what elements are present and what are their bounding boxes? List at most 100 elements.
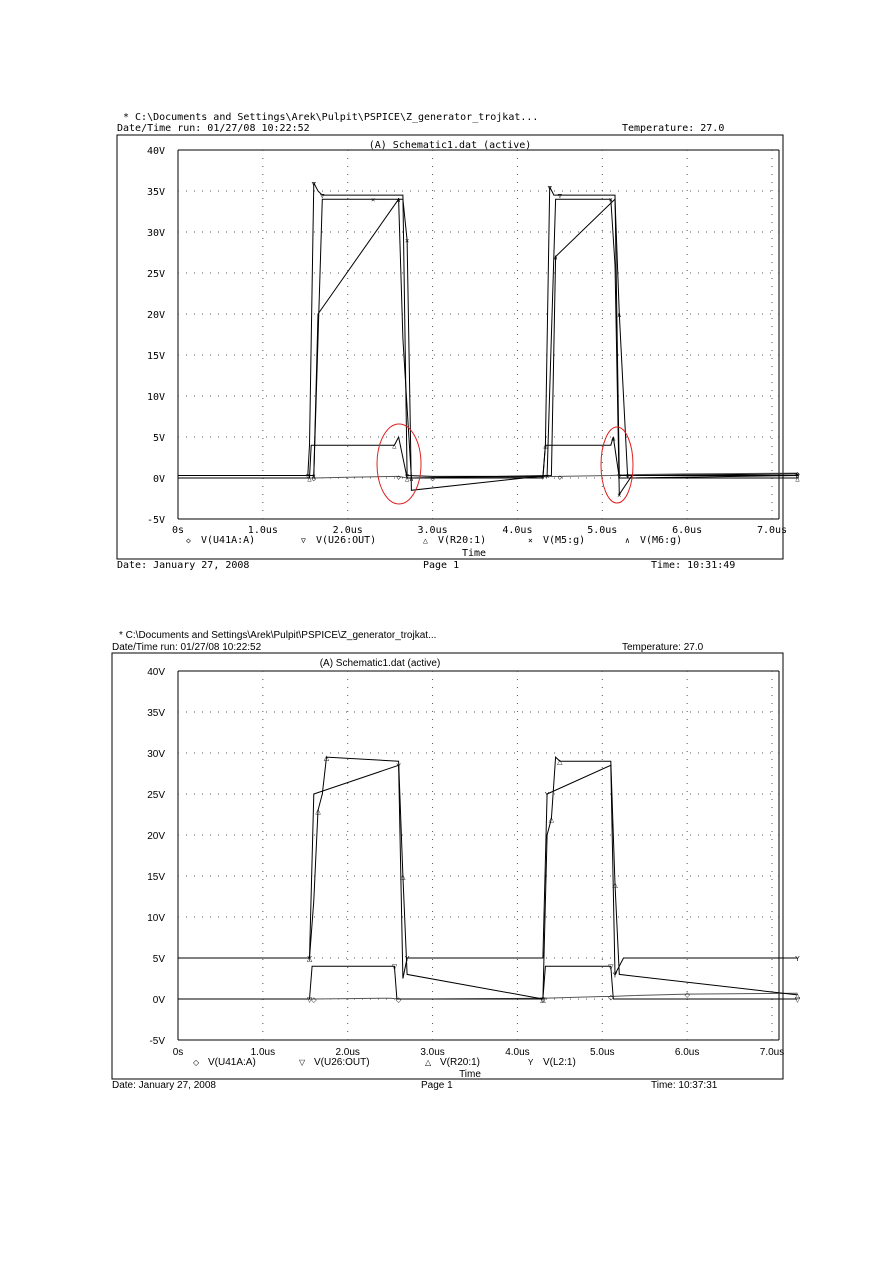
series-group: ◇ ◇ ◇ ◇ ◇ ◇▽▽▽▽ ▽▽▽▽ ▽△△△△△△×××××××∧∧∧∧∧∧ — [178, 180, 800, 499]
y-tick-label: -5V — [147, 515, 165, 526]
series-marker: △ — [392, 442, 397, 450]
series-marker: ▽ — [320, 192, 325, 200]
y-tick-label: 20V — [147, 831, 165, 842]
legend-label: V(M5:g) — [543, 535, 585, 546]
series-marker: ◇ — [795, 470, 800, 478]
series-marker: ∧ — [617, 311, 621, 319]
highlight-circle-1 — [376, 423, 422, 505]
legend-label: V(R20:1) — [438, 535, 486, 546]
temperature: Temperature: 27.0 — [622, 642, 704, 653]
x-tick-label: 7.0us — [760, 1047, 784, 1058]
y-tick-label: 15V — [147, 351, 165, 362]
x-tick-label: 2.0us — [335, 1047, 359, 1058]
series-marker: △ — [400, 874, 406, 881]
y-tick-label: 25V — [147, 790, 165, 801]
series-marker: ▽ — [617, 473, 622, 481]
run-datetime: Date/Time run: 01/27/08 10:22:52 — [117, 123, 310, 134]
series-line-3 — [178, 435, 798, 479]
series-marker: △ — [307, 475, 312, 483]
series-marker: ▽ — [306, 473, 311, 481]
legend-marker: ▽ — [301, 536, 306, 545]
legend-marker: ◇ — [193, 1058, 200, 1067]
x-tick-label: 1.0us — [248, 525, 278, 536]
series-marker: ◇ — [684, 992, 690, 999]
series-marker: △ — [557, 759, 563, 766]
y-tick-label: 5V — [153, 433, 165, 444]
series-marker: ▽ — [795, 997, 801, 1004]
series-marker: △ — [540, 997, 546, 1004]
series-marker: × — [371, 196, 375, 204]
page-number: Page 1 — [423, 560, 460, 571]
plot-frame — [116, 134, 784, 560]
y-tick-label: 10V — [147, 392, 165, 403]
series-marker: △ — [307, 956, 313, 963]
series-marker: △ — [611, 434, 616, 442]
series-line-4 — [178, 764, 798, 979]
x-tick-label: 1.0us — [251, 1047, 275, 1058]
print-date: Date: January 27, 2008 — [112, 1080, 216, 1091]
x-tick-label: 6.0us — [672, 525, 702, 536]
series-marker: Y — [545, 792, 550, 799]
series-marker: ◇ — [540, 996, 546, 1003]
series-marker: ▽ — [392, 964, 398, 971]
legend-marker: ◇ — [186, 536, 191, 545]
y-tick-label: -5V — [149, 1036, 165, 1047]
y-tick-label: 5V — [153, 954, 166, 965]
y-tick-label: 20V — [147, 310, 165, 321]
legend-marker: × — [528, 536, 533, 545]
x-tick-label: 5.0us — [587, 525, 617, 536]
legend-marker: ▽ — [299, 1058, 306, 1067]
legend: ◇ V(U41A:A) ▽ V(U26:OUT) △ V(R20:1) × V(M5:g) ∧ V… — [186, 535, 682, 546]
legend-marker: ∧ — [625, 536, 630, 545]
axes: -5V 0V 5V 10V 15V 20V 25V 30V 35V 40V 0s 1.0us 2.0us… — [147, 667, 784, 1058]
series-marker: ∧ — [397, 196, 401, 204]
x-tick-label: 3.0us — [418, 525, 448, 536]
series-marker: ◇ — [558, 473, 563, 481]
series-marker: Y — [396, 763, 401, 770]
y-tick-label: 15V — [147, 872, 165, 883]
series-marker: ◇ — [312, 475, 317, 483]
x-tick-label: 6.0us — [675, 1047, 699, 1058]
series-marker: ∧ — [409, 475, 413, 483]
legend-label: V(L2:1) — [543, 1057, 576, 1068]
series-marker: ◇ — [311, 997, 317, 1004]
x-tick-label: 3.0us — [420, 1047, 444, 1058]
series-marker: ▽ — [795, 473, 800, 481]
legend-label: V(M6:g) — [640, 535, 682, 546]
print-time: Time: 10:37:31 — [651, 1080, 718, 1091]
x-axis-label: Time — [462, 548, 486, 559]
series-marker: △ — [549, 817, 555, 824]
series-marker: Y — [307, 956, 312, 963]
series-marker: △ — [795, 475, 800, 483]
series-marker: △ — [315, 808, 321, 815]
series-marker: ◇ — [397, 473, 402, 481]
x-tick-label: 0s — [173, 1047, 184, 1058]
y-tick-label: 40V — [147, 146, 165, 157]
series-marker: ◇ — [608, 995, 614, 1002]
series-marker: × — [545, 473, 549, 481]
series-marker: Y — [405, 956, 410, 963]
legend-label: V(U26:OUT) — [314, 1057, 370, 1068]
series-marker: Y — [613, 972, 618, 979]
series-line-1 — [178, 992, 798, 1000]
series-marker: △ — [324, 755, 330, 762]
file-path: * C:\Documents and Settings\Arek\Pulpit\… — [123, 112, 539, 123]
series-marker: ▽ — [312, 180, 317, 188]
legend-label: V(U41A:A) — [201, 535, 255, 546]
series-marker: ◇ — [430, 475, 435, 483]
series-line-4 — [178, 198, 798, 496]
series-line-2 — [178, 965, 798, 1000]
series-marker: × — [312, 473, 316, 481]
y-tick-label: 30V — [147, 228, 165, 239]
y-tick-label: 10V — [147, 913, 165, 924]
page-number: Page 1 — [421, 1080, 453, 1091]
series-marker: ▽ — [405, 473, 410, 481]
series-line-5 — [178, 197, 798, 479]
series-marker: △ — [612, 882, 618, 889]
series-marker: × — [609, 196, 613, 204]
x-tick-label: 0s — [172, 525, 184, 536]
series-marker: ▽ — [307, 997, 313, 1004]
series-line-3 — [178, 756, 798, 1000]
series-marker: ▽ — [608, 964, 614, 971]
